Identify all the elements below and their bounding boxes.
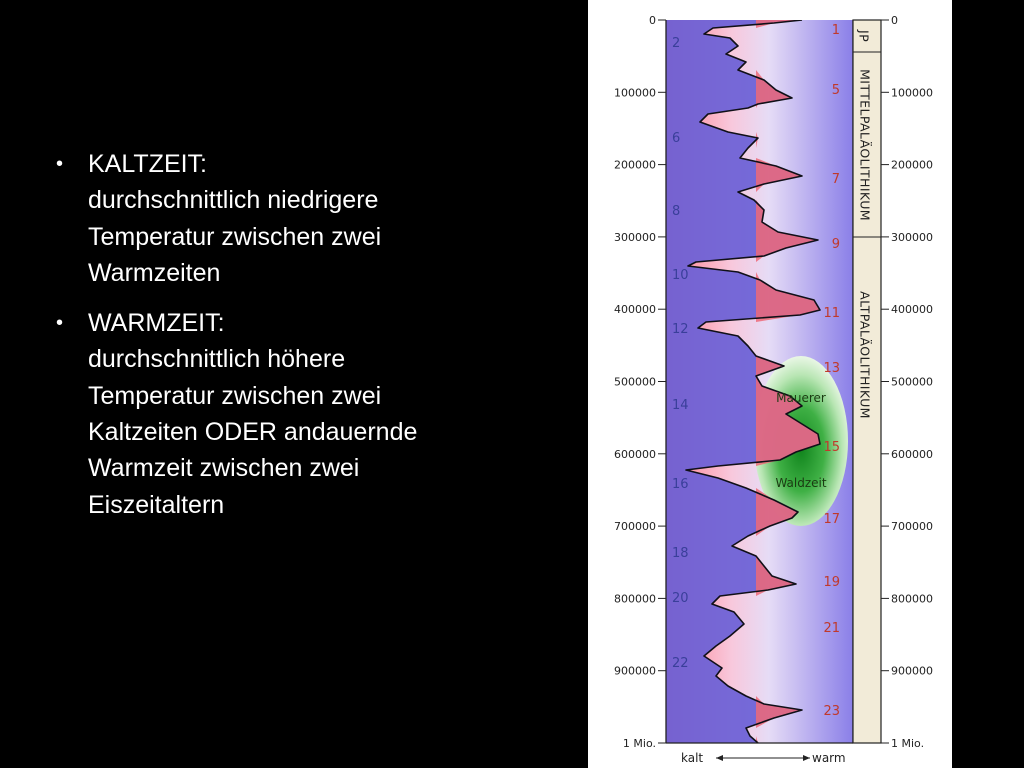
right-axis-tick-label: 300000 xyxy=(891,231,933,244)
odd-stage-label: 23 xyxy=(823,704,840,719)
right-axis-tick-label: 800000 xyxy=(891,592,933,605)
left-axis-tick-label: 900000 xyxy=(614,665,656,678)
odd-stage-label: 1 xyxy=(832,23,840,38)
odd-stage-label: 5 xyxy=(832,83,840,98)
left-axis: 0 100000 200000 300000 400000 500000 600000 700… xyxy=(614,14,666,750)
odd-stage-label: 19 xyxy=(823,575,840,590)
climate-curve-figure: JP MITTELPALÄOLITHIKUM ALTPALÄOLITHIKUM … xyxy=(588,0,952,768)
bullet-text: durchschnittlich niedrigere Temperatur z… xyxy=(88,186,382,287)
even-stage-label: 20 xyxy=(672,591,689,606)
right-axis-tick-label: 100000 xyxy=(891,86,933,99)
left-axis-tick-label: 700000 xyxy=(614,520,656,533)
warm-fill-area xyxy=(756,20,820,743)
left-axis-tick-label: 1 Mio. xyxy=(623,737,656,750)
left-axis-tick-label: 300000 xyxy=(614,231,656,244)
odd-stage-label: 13 xyxy=(823,361,840,376)
right-axis-tick-label: 500000 xyxy=(891,376,933,389)
left-axis-tick-label: 500000 xyxy=(614,376,656,389)
left-axis-tick-label: 600000 xyxy=(614,448,656,461)
bullet-dot-icon: • xyxy=(56,153,64,175)
climate-curve-svg: JP MITTELPALÄOLITHIKUM ALTPALÄOLITHIKUM … xyxy=(614,14,933,765)
waldzeit-label: Waldzeit xyxy=(775,476,826,490)
curve-layer xyxy=(666,20,821,743)
arrow-right-icon xyxy=(803,755,810,761)
period-label-altpalaeolithikum: ALTPALÄOLITHIKUM xyxy=(858,291,873,419)
even-stage-labels: 2 6 8 10 12 14 16 18 20 22 xyxy=(672,36,689,671)
bullet-kaltzeit: • KALTZEIT: durchschnittlich niedrigere … xyxy=(56,146,456,291)
bullet-dot-icon: • xyxy=(56,312,64,335)
even-stage-label: 8 xyxy=(672,204,680,219)
right-axis-tick-label: 200000 xyxy=(891,159,933,172)
climate-curve-line xyxy=(685,20,821,743)
legend-warm-label: warm xyxy=(812,751,846,765)
cold-fill-area xyxy=(666,20,820,743)
odd-stage-label: 21 xyxy=(823,621,840,636)
left-axis-tick-label: 800000 xyxy=(614,592,656,605)
right-axis-tick-label: 900000 xyxy=(891,665,933,678)
left-axis-tick-label: 0 xyxy=(649,14,656,27)
even-stage-label: 16 xyxy=(672,477,689,492)
definition-list: • KALTZEIT: durchschnittlich niedrigere … xyxy=(56,146,456,537)
even-stage-label: 18 xyxy=(672,546,689,561)
even-stage-label: 6 xyxy=(672,131,680,146)
right-axis: 0 100000 200000 300000 400000 500000 600000 700… xyxy=(881,14,933,750)
period-label-jp: JP xyxy=(857,29,872,42)
left-axis-tick-label: 100000 xyxy=(614,86,656,99)
even-stage-label: 12 xyxy=(672,322,689,337)
odd-stage-label: 17 xyxy=(823,512,840,527)
even-stage-label: 10 xyxy=(672,268,689,283)
bullet-title: WARMZEIT: xyxy=(88,309,225,338)
mauerer-label: Mauerer xyxy=(776,391,826,405)
even-stage-label: 14 xyxy=(672,398,689,413)
left-axis-tick-label: 200000 xyxy=(614,159,656,172)
bullet-warmzeit: • WARMZEIT: durchschnittlich höhere Temp… xyxy=(56,305,456,523)
right-axis-tick-label: 400000 xyxy=(891,303,933,316)
even-stage-label: 2 xyxy=(672,36,680,51)
odd-stage-label: 9 xyxy=(832,237,840,252)
legend-cold-label: kalt xyxy=(681,751,703,765)
left-axis-tick-label: 400000 xyxy=(614,303,656,316)
bullet-title: KALTZEIT: xyxy=(88,150,208,178)
odd-stage-label: 15 xyxy=(823,440,840,455)
right-axis-tick-label: 700000 xyxy=(891,520,933,533)
odd-stage-label: 11 xyxy=(823,306,840,321)
bullet-text: durchschnittlich höhere Temperatur zwisc… xyxy=(88,345,418,519)
even-stage-label: 22 xyxy=(672,656,689,671)
right-axis-tick-label: 600000 xyxy=(891,448,933,461)
right-axis-tick-label: 0 xyxy=(891,14,898,27)
right-axis-tick-label: 1 Mio. xyxy=(891,737,924,750)
odd-stage-label: 7 xyxy=(832,172,840,187)
arrow-left-icon xyxy=(716,755,723,761)
period-label-mittelpalaeolithikum: MITTELPALÄOLITHIKUM xyxy=(858,69,873,221)
